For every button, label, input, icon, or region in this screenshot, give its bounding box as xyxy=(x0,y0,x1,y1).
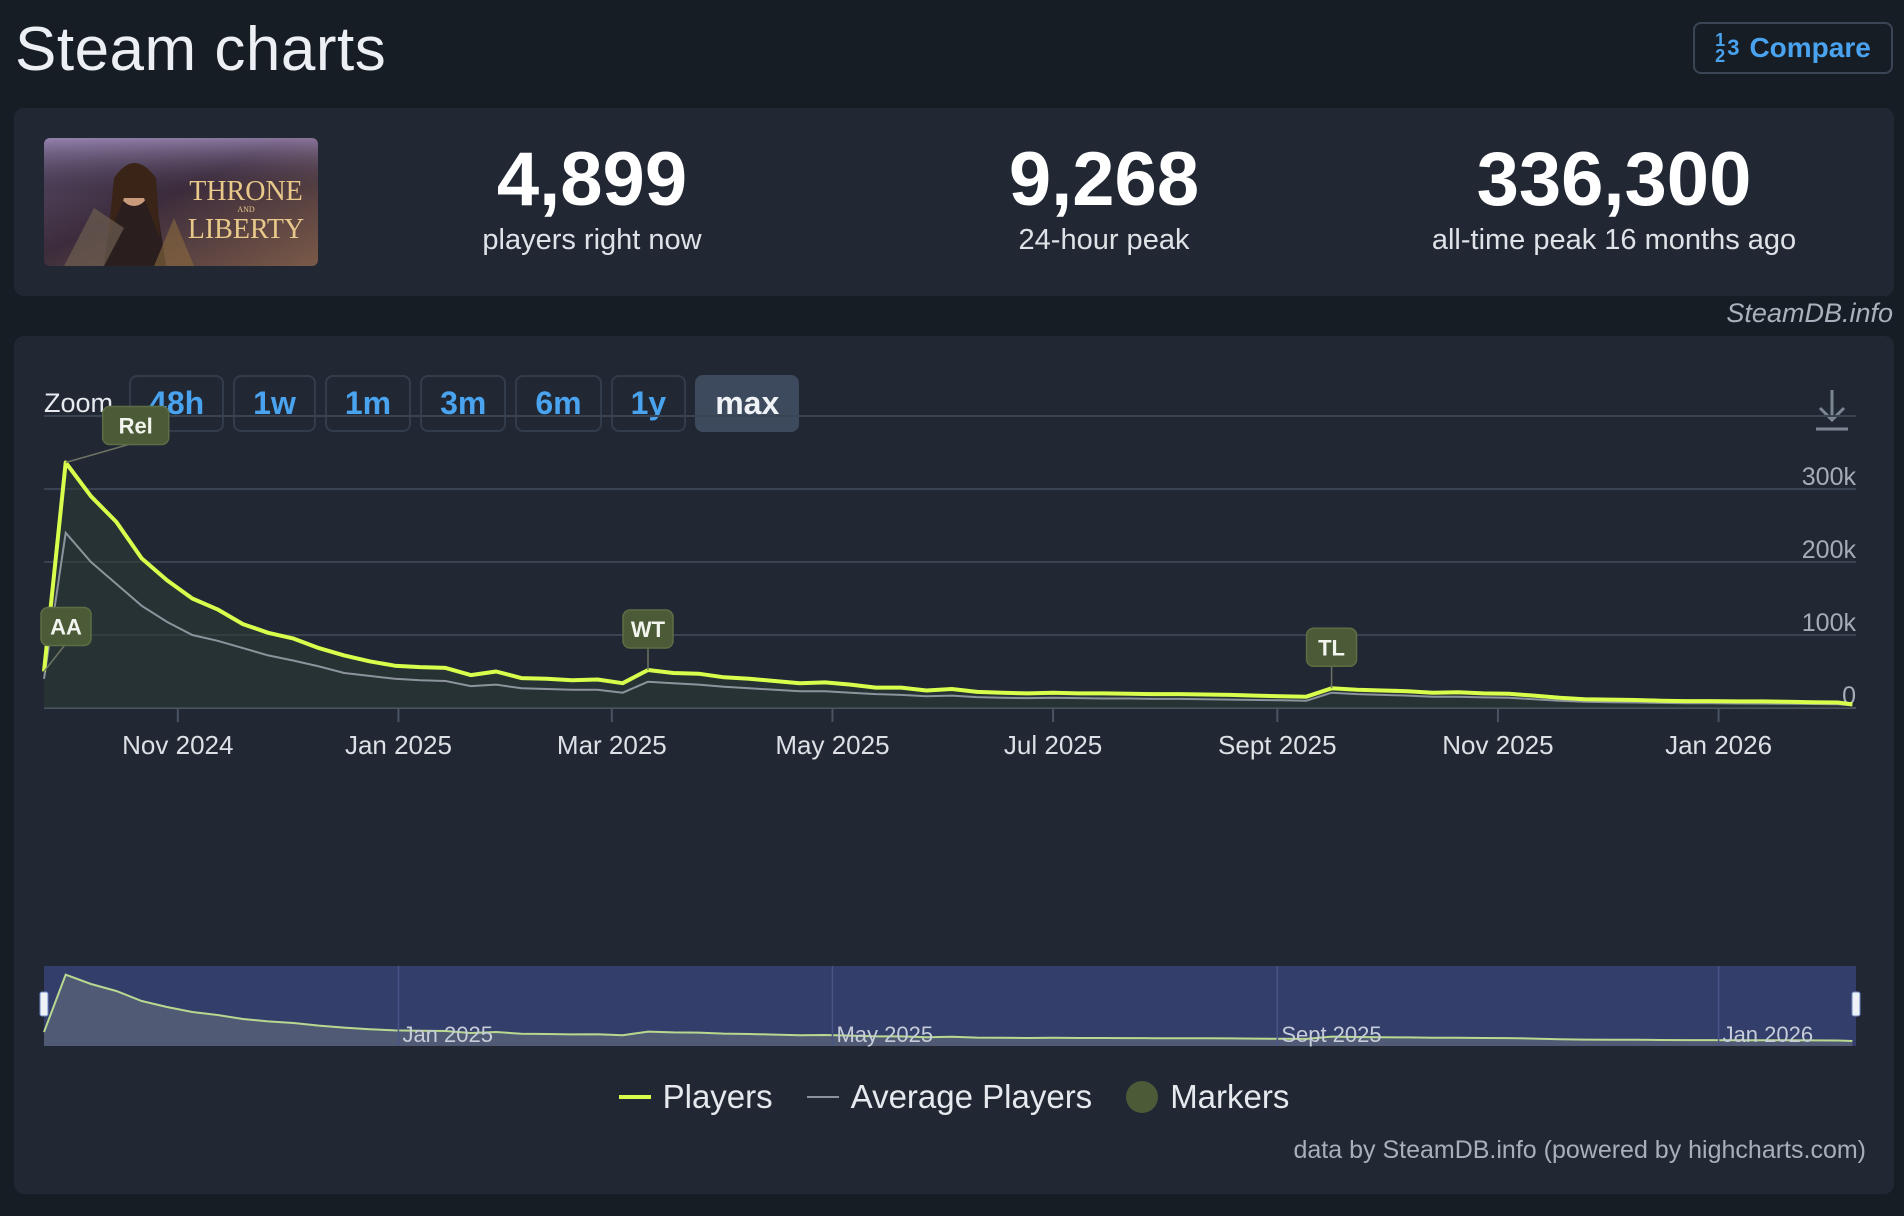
x-axis-tick-label: Sept 2025 xyxy=(1218,730,1337,760)
marker-badge[interactable] xyxy=(40,606,92,647)
x-axis-tick-label: Jan 2026 xyxy=(1665,730,1772,760)
navigator-label: Sept 2025 xyxy=(1281,1022,1381,1047)
highcharts-credit[interactable]: data by SteamDB.info (powered by highcha… xyxy=(1293,1136,1867,1164)
marker-badge[interactable] xyxy=(622,609,674,649)
marker-connector xyxy=(65,441,136,464)
x-axis-tick-label: Jul 2025 xyxy=(1004,730,1102,760)
legend-average-players[interactable]: Average Players xyxy=(806,1078,1093,1116)
stats-panel: THRONE AND LIBERTY 4,899 players right n… xyxy=(14,108,1894,296)
players-now-label: players right now xyxy=(482,224,702,256)
x-axis-tick-label: Mar 2025 xyxy=(557,730,667,760)
compare-label: Compare xyxy=(1749,32,1871,63)
average-line-swatch xyxy=(806,1096,839,1098)
y-axis-tick-label: 300k xyxy=(1802,463,1857,491)
legend-markers-label: Markers xyxy=(1170,1078,1290,1115)
navigator-label: May 2025 xyxy=(836,1022,933,1047)
marker-label: Rel xyxy=(119,414,153,439)
all-time-peak-label: all-time peak 16 months ago xyxy=(1431,224,1797,256)
markers-dot-swatch xyxy=(1126,1081,1159,1113)
navigator-line xyxy=(43,973,1853,1042)
legend-average-label: Average Players xyxy=(850,1078,1093,1115)
marker-label: TL xyxy=(1318,635,1345,660)
page-title: Steam charts xyxy=(15,15,387,84)
marker-connector xyxy=(43,643,67,672)
players-area xyxy=(44,462,1853,708)
players-line[interactable] xyxy=(42,460,1853,707)
fraction-numbers-icon: 1 2 xyxy=(1715,30,1726,66)
legend-players[interactable]: Players xyxy=(618,1078,773,1116)
navigator-label: Jan 2026 xyxy=(1723,1022,1814,1047)
navigator-handle-left[interactable] xyxy=(39,991,49,1017)
average-players-line[interactable] xyxy=(43,530,1853,707)
compare-icon-3: 3 xyxy=(1727,35,1740,60)
marker-badge[interactable] xyxy=(1305,627,1358,668)
game-thumbnail[interactable]: THRONE AND LIBERTY xyxy=(44,138,318,266)
zoom-label: Zoom xyxy=(44,388,114,418)
chart-panel: Zoom 48h 1w 1m 3m 6m 1y max 300k 200k 100k… xyxy=(14,336,1894,1194)
svg-text:THRONE: THRONE xyxy=(189,176,303,207)
y-axis-tick-label: 100k xyxy=(1802,609,1857,637)
peak-24h-label: 24-hour peak xyxy=(1018,224,1190,256)
marker-label: WT xyxy=(631,617,666,642)
steamdb-credit[interactable]: SteamDB.info xyxy=(1726,298,1893,328)
legend-players-label: Players xyxy=(662,1078,773,1115)
all-time-peak-value: 336,300 xyxy=(1476,137,1752,222)
stat-players-now: 4,899 players right now xyxy=(432,138,752,257)
chart-legend: Players Average Players Markers xyxy=(14,1078,1894,1116)
navigator-label: Jan 2025 xyxy=(402,1022,493,1047)
navigator-handle-right[interactable] xyxy=(1851,991,1861,1017)
x-axis-tick-label: May 2025 xyxy=(775,730,889,760)
x-axis-tick-label: Nov 2025 xyxy=(1442,730,1553,760)
marker-badge[interactable] xyxy=(101,405,170,446)
peak-24h-value: 9,268 xyxy=(1008,137,1200,222)
x-axis-tick-label: Jan 2025 xyxy=(345,730,452,760)
players-line-swatch xyxy=(618,1095,651,1099)
y-axis-tick-label: 200k xyxy=(1802,536,1857,564)
marker-label: AA xyxy=(50,615,82,640)
stat-24h-peak: 9,268 24-hour peak xyxy=(944,138,1264,257)
stat-all-time-peak: 336,300 all-time peak 16 months ago xyxy=(1394,138,1834,257)
players-now-value: 4,899 xyxy=(496,137,688,222)
x-axis-tick-label: Nov 2024 xyxy=(122,730,233,760)
legend-markers[interactable]: Markers xyxy=(1126,1078,1289,1116)
zoom-48h-button[interactable]: 48h xyxy=(129,375,225,432)
svg-text:LIBERTY: LIBERTY xyxy=(188,214,305,245)
svg-text:AND: AND xyxy=(237,205,255,214)
compare-button[interactable]: 1 2 3 Compare xyxy=(1693,22,1893,74)
navigator-area xyxy=(44,974,1853,1046)
